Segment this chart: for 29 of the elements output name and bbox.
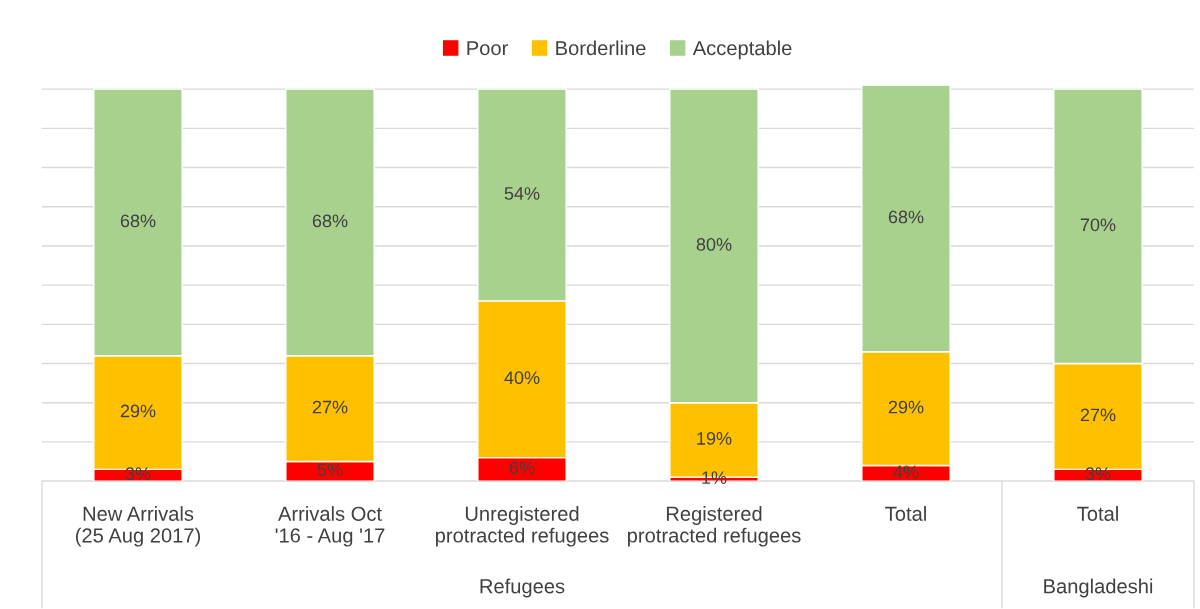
x-tick-label: Total xyxy=(1077,506,1118,521)
data-label: 27% xyxy=(312,400,348,414)
data-label: 19% xyxy=(697,432,732,445)
x-tick-label: Registered protracted refugees xyxy=(627,506,801,547)
data-label: 54% xyxy=(504,187,540,200)
data-label: 29% xyxy=(888,400,924,414)
text: Bangladeshi xyxy=(1044,578,1153,598)
data-label: 68% xyxy=(312,214,348,228)
x-tick-label: New Arrivals (25 Aug 2017) xyxy=(75,506,201,547)
data-label: 70% xyxy=(1080,218,1116,232)
data-label: 1% xyxy=(702,471,727,484)
data-label: 40% xyxy=(504,371,540,385)
data-label: 68% xyxy=(888,210,924,224)
x-tick-label: Total xyxy=(885,506,926,521)
legend-label: Borderline xyxy=(556,40,646,56)
data-label: 3% xyxy=(1085,467,1111,481)
legend-label: Poor xyxy=(467,41,508,56)
x-tick-label: Arrivals Oct '16 - Aug '17 xyxy=(275,506,385,547)
data-label: 80% xyxy=(696,238,732,251)
data-label: 6% xyxy=(509,461,535,475)
data-label: 3% xyxy=(125,467,151,481)
x-tick-label: Unregistered protracted refugees xyxy=(435,506,609,547)
legend-label: Acceptable xyxy=(692,40,792,60)
data-label: 27% xyxy=(1080,408,1116,422)
data-label: 29% xyxy=(120,404,156,418)
data-label: 5% xyxy=(317,463,343,477)
text: Refugees xyxy=(480,578,565,598)
data-label: 68% xyxy=(120,214,156,228)
data-label: 4% xyxy=(893,465,919,479)
